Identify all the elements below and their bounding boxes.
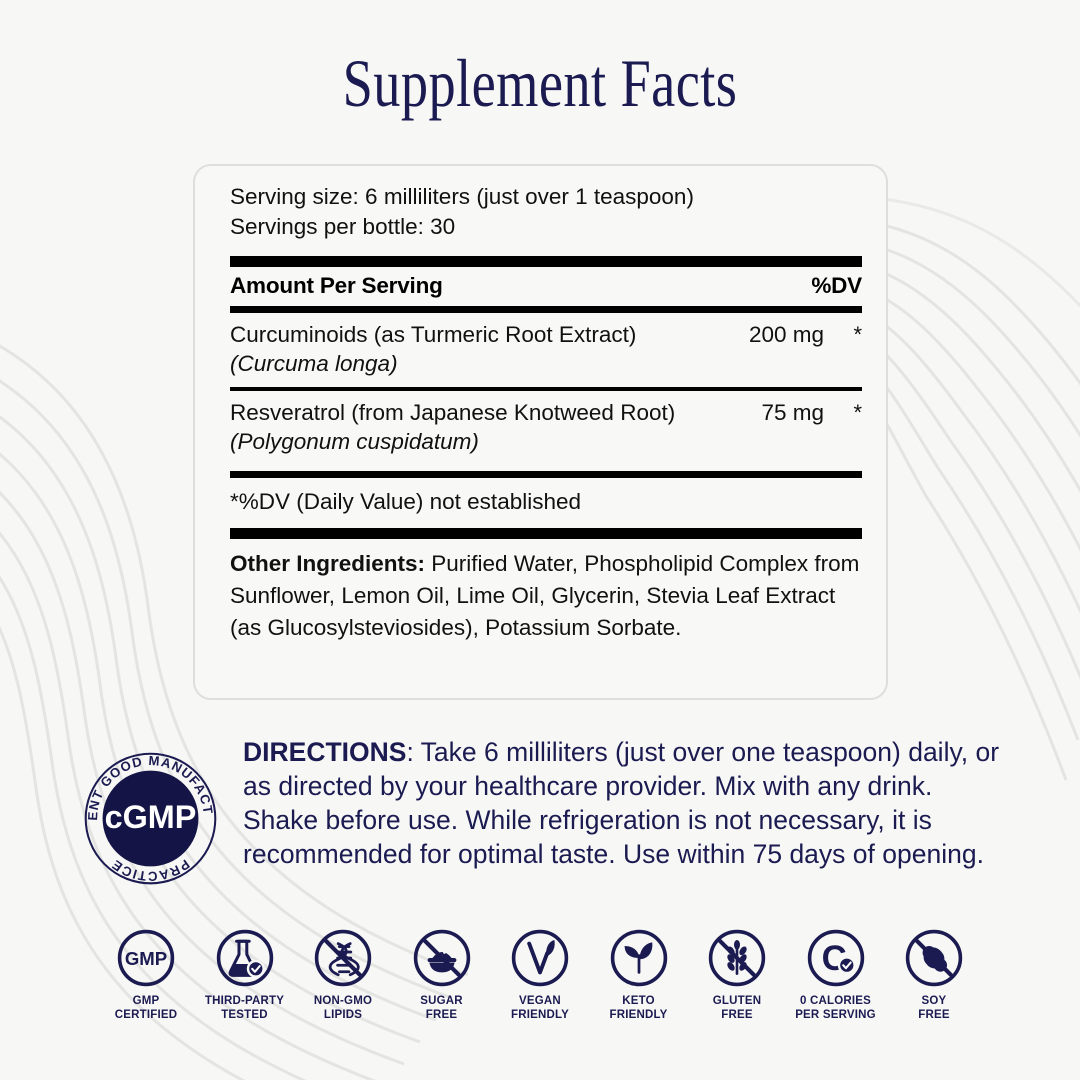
table-row: Resveratrol (from Japanese Knotweed Root… <box>230 391 862 465</box>
badge-keto-friendly: KETO FRIENDLY <box>593 928 685 1022</box>
serving-size-line: Serving size: 6 milliliters (just over 1… <box>230 184 694 209</box>
ingredient-dv: * <box>853 322 862 347</box>
vegan-leaf-v-icon <box>511 929 569 987</box>
other-ingredients-label: Other Ingredients: <box>230 551 426 576</box>
badge-non-gmo-lipids: NON-GMO LIPIDS <box>297 928 389 1022</box>
certification-badge-row: GMP GMP CERTIFIED THIRD-PARTY TESTED <box>100 928 980 1022</box>
rule-above-other-ingredients <box>230 528 862 539</box>
badge-label: GLUTEN FREE <box>712 995 762 1021</box>
supplement-facts-panel: Serving size: 6 milliliters (just over 1… <box>193 164 888 700</box>
badge-vegan-friendly: VEGAN FRIENDLY <box>494 928 586 1022</box>
cgmp-center-text: cGMP <box>105 799 197 835</box>
badge-sugar-free: SUGAR FREE <box>396 928 488 1022</box>
directions-label: DIRECTIONS <box>243 737 407 767</box>
amount-per-serving-header: Amount Per Serving %DV <box>230 267 862 306</box>
no-dna-icon <box>314 929 372 987</box>
flask-check-icon <box>216 929 273 987</box>
ingredient-latin-name: (Polygonum cuspidatum) <box>230 429 479 454</box>
ingredient-amount: 200 mg <box>748 322 824 347</box>
no-soy-icon <box>905 929 963 987</box>
calorie-c-check-icon: C <box>807 929 864 987</box>
table-row: Curcuminoids (as Turmeric Root Extract) … <box>230 313 862 387</box>
rule-under-header <box>230 306 862 313</box>
ingredient-amount: 75 mg <box>761 400 824 425</box>
badge-gluten-free: GLUTEN FREE <box>691 928 783 1022</box>
rule-above-dv-note <box>230 471 862 478</box>
svg-text:GMP: GMP <box>125 948 167 969</box>
rule-thick-top <box>230 256 862 267</box>
badge-label: SOY FREE <box>918 995 950 1021</box>
no-wheat-icon <box>708 929 766 987</box>
badge-label: NON-GMO LIPIDS <box>313 995 373 1021</box>
servings-per-bottle-line: Servings per bottle: 30 <box>230 214 456 239</box>
rule-between-ingredients <box>230 387 862 391</box>
badge-label: SUGAR FREE <box>420 995 463 1021</box>
badge-label: GMP CERTIFIED <box>114 995 178 1021</box>
amount-per-serving-label: Amount Per Serving <box>230 273 443 298</box>
badge-gmp-certified: GMP GMP CERTIFIED <box>100 928 192 1022</box>
other-ingredients-block: Other Ingredients: Purified Water, Phosp… <box>230 539 862 644</box>
directions-block: DIRECTIONS: Take 6 milliliters (just ove… <box>243 735 1003 871</box>
badge-zero-calories: C 0 CALORIES PER SERVING <box>790 928 882 1022</box>
ingredient-name: Curcuminoids (as Turmeric Root Extract) <box>230 322 637 347</box>
gmp-circle-icon: GMP <box>117 929 175 987</box>
badge-soy-free: SOY FREE <box>888 928 980 1022</box>
ingredient-dv: * <box>853 400 862 425</box>
ingredient-name: Resveratrol (from Japanese Knotweed Root… <box>230 400 676 425</box>
percent-dv-label: %DV <box>811 273 862 298</box>
badge-label: THIRD-PARTY TESTED <box>204 995 285 1021</box>
ingredient-latin-name: (Curcuma longa) <box>230 351 398 376</box>
page-title: Supplement Facts <box>342 45 738 121</box>
badge-label: VEGAN FRIENDLY <box>510 995 570 1021</box>
badge-label: KETO FRIENDLY <box>609 995 668 1021</box>
daily-value-note: *%DV (Daily Value) not established <box>230 489 582 514</box>
badge-label: 0 CALORIES PER SERVING <box>795 995 876 1021</box>
badge-third-party-tested: THIRD-PARTY TESTED <box>199 928 291 1022</box>
cgmp-seal-icon: CURRENT GOOD MANUFACTURING PRACTICE cGMP <box>83 751 217 885</box>
keto-leaf-icon <box>610 929 667 987</box>
no-sugar-bowl-icon <box>413 929 470 987</box>
